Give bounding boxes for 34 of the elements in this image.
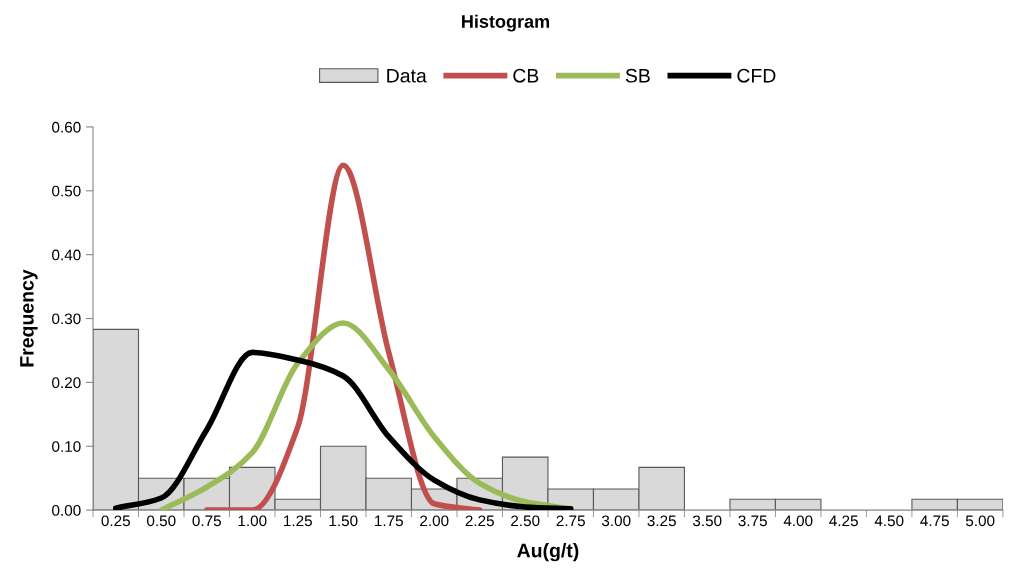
x-tick-label: 0.25: [101, 515, 130, 527]
x-tick-label: 4.25: [829, 515, 858, 527]
x-tick-label: 3.50: [692, 515, 722, 527]
x-tick-label: 1.25: [284, 515, 312, 527]
x-tick-label: 2.00: [420, 515, 449, 527]
x-tick-label: 4.75: [920, 515, 949, 527]
y-tick-label: 0.60: [52, 121, 81, 133]
x-tick-label: 1.75: [375, 515, 403, 527]
legend-label: CB: [513, 68, 539, 83]
x-tick-label: 1.50: [329, 515, 358, 527]
y-tick-label: 0.00: [52, 504, 81, 516]
x-axis-title: Au(g/t): [517, 543, 579, 562]
x-tick-label: 2.75: [556, 515, 585, 527]
legend-label: Data: [387, 69, 427, 83]
chart-title: Histogram: [462, 14, 550, 32]
y-tick-label: 0.50: [52, 185, 81, 197]
x-tick-label: 0.50: [146, 515, 176, 527]
legend-label: CFD: [737, 68, 776, 83]
x-tick-label: 3.75: [738, 515, 767, 527]
x-tick-label: 4.00: [783, 515, 813, 527]
x-tick-label: 3.25: [647, 515, 676, 527]
x-tick-label: 1.00: [238, 515, 267, 527]
y-tick-label: 0.40: [52, 249, 81, 261]
y-tick-label: 0.10: [52, 441, 81, 452]
y-axis-title: Frequency: [20, 269, 38, 367]
x-tick-label: 3.00: [601, 515, 631, 527]
y-tick-label: 0.20: [52, 377, 81, 389]
x-tick-label: 2.50: [511, 515, 540, 527]
legend-label: SB: [625, 68, 650, 83]
y-tick-label: 0.30: [52, 313, 81, 325]
x-tick-label: 4.50: [874, 515, 904, 527]
x-tick-label: 5.00: [965, 515, 995, 527]
x-tick-label: 2.25: [465, 515, 494, 527]
x-tick-label: 0.75: [192, 515, 221, 527]
